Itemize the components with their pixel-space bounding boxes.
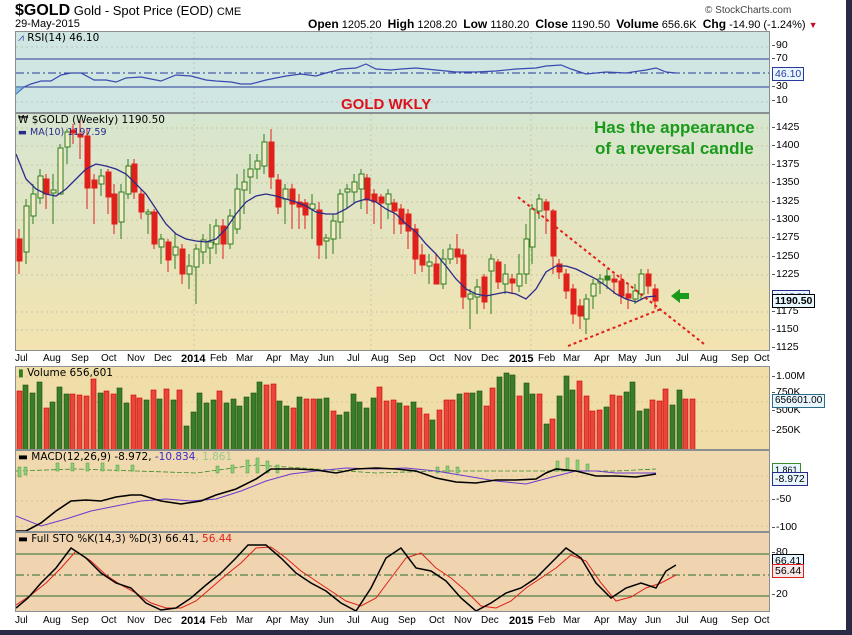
ohlc-summary: Open 1205.20 High 1208.20 Low 1180.20 Cl… xyxy=(308,17,818,31)
low-value: 1180.20 xyxy=(490,19,530,31)
price-label: ₩ $GOLD (Weekly) 1190.50 xyxy=(18,114,165,126)
gold-wkly-title: GOLD WKLY xyxy=(341,96,432,113)
x-axis-top: Jul Aug Sep Oct Nov Dec 2014 Feb Mar Apr… xyxy=(15,353,770,365)
rsi-axis: 90 70 30 10 xyxy=(772,39,788,106)
sto-line-icon: ▬ xyxy=(18,533,28,545)
candle-icon: ₩ xyxy=(18,114,29,126)
copyright: © StockCharts.com xyxy=(705,5,792,16)
symbol-title: $GOLD Gold - Spot Price (EOD) CME xyxy=(15,2,241,20)
symbol-name: Gold - Spot Price (EOD) xyxy=(73,3,214,18)
sto-plot xyxy=(16,544,769,611)
green-arrow-icon xyxy=(671,289,689,303)
volume-label: ▮ Volume 656,601 xyxy=(18,367,113,379)
ma-line-icon: ▬ xyxy=(18,127,27,138)
price-plot xyxy=(16,114,769,350)
rsi-label: ⩘ RSI(14) 46.10 xyxy=(18,32,100,44)
sto-pane: ▬ Full STO %K(14,3) %D(3) 66.41, 56.44 xyxy=(15,532,770,612)
rsi-icon: ⩘ xyxy=(18,32,24,44)
open-label: Open xyxy=(308,17,339,31)
volume-pane: ▮ Volume 656,601 xyxy=(15,366,770,450)
sto-d-tag: 56.44 xyxy=(772,564,805,578)
open-value: 1205.20 xyxy=(341,19,382,31)
close-value: 1190.50 xyxy=(571,19,611,31)
exchange: CME xyxy=(216,6,242,18)
rsi-pane: ⩘ RSI(14) 46.10 GOLD WKLY xyxy=(15,31,770,113)
down-arrow-icon: ▼ xyxy=(808,20,818,30)
rsi-plot xyxy=(16,32,769,112)
high-value: 1208.20 xyxy=(417,19,458,31)
macd-pane: ▬ MACD(12,26,9) -8.972, -10.834, 1.861 xyxy=(15,450,770,532)
price-value-tag: 1190.50 xyxy=(772,294,816,308)
ma-label: ▬ MA(10) 1197.59 xyxy=(18,127,107,138)
price-pane: ₩ $GOLD (Weekly) 1190.50 ▬ MA(10) 1197.5… xyxy=(15,113,770,351)
volume-axis: 1.00M 750K 500K 250K xyxy=(771,370,806,436)
low-label: Low xyxy=(463,17,488,31)
chart-date: 29-May-2015 xyxy=(15,18,80,30)
chg-label: Chg xyxy=(702,17,727,31)
volume-bars-icon: ▮ xyxy=(18,367,24,379)
volume-bars xyxy=(16,372,769,449)
macd-plot xyxy=(16,457,769,531)
macd-value-tag: -8.972 xyxy=(772,472,808,486)
macd-label: ▬ MACD(12,26,9) -8.972, -10.834, 1.861 xyxy=(18,451,233,463)
close-label: Close xyxy=(535,17,569,31)
sto-axis: 80 20 xyxy=(772,546,788,600)
annotation-text: Has the appearance of a reversal candle xyxy=(594,118,755,158)
symbol: $GOLD xyxy=(15,2,71,19)
chg-value: -14.90 (-1.24%) xyxy=(729,19,806,31)
price-axis: 1425 1400 1375 1350 1325 1300 1275 1250 … xyxy=(771,121,800,353)
macd-line-icon: ▬ xyxy=(18,451,28,463)
volume-label: Volume xyxy=(616,17,659,31)
x-axis-bottom: Jul Aug Sep Oct Nov Dec 2014 Feb Mar Apr… xyxy=(15,615,770,627)
volume-value: 656.6K xyxy=(661,19,697,31)
high-label: High xyxy=(387,17,415,31)
volume-value-tag: 656601.00 xyxy=(772,394,826,408)
macd-axis: -50 -100 xyxy=(771,493,798,533)
sto-label: ▬ Full STO %K(14,3) %D(3) 66.41, 56.44 xyxy=(18,533,233,545)
rsi-value-tag: 46.10 xyxy=(772,67,805,81)
